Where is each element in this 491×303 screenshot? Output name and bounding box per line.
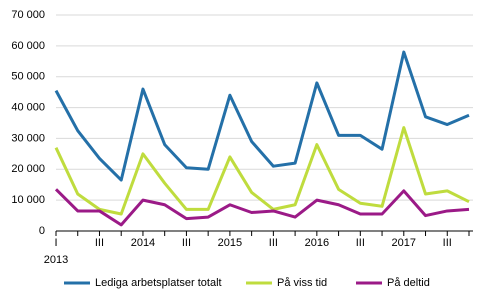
x-year-label: 2013 bbox=[44, 254, 68, 266]
y-tick-label: 20 000 bbox=[11, 163, 45, 175]
y-tick-label: 10 000 bbox=[11, 194, 45, 206]
series-line bbox=[54, 126, 470, 216]
x-tick-label: III bbox=[95, 237, 104, 249]
x-tick-label: III bbox=[443, 237, 452, 249]
y-tick-label: 40 000 bbox=[11, 101, 45, 113]
x-tick-label: III bbox=[356, 237, 365, 249]
x-tick-label: I bbox=[54, 237, 57, 249]
legend-label: På viss tid bbox=[277, 277, 327, 289]
x-tick-label: 2014 bbox=[131, 237, 155, 249]
legend-label: På deltid bbox=[387, 277, 430, 289]
y-tick-label: 30 000 bbox=[11, 132, 45, 144]
x-tick-label: 2015 bbox=[218, 237, 242, 249]
series-line bbox=[54, 50, 470, 182]
legend-label: Lediga arbetsplatser totalt bbox=[95, 277, 222, 289]
y-tick-label: 50 000 bbox=[11, 71, 45, 83]
y-tick-label: 60 000 bbox=[11, 40, 45, 52]
x-tick-label: 2016 bbox=[305, 237, 329, 249]
x-tick-label: III bbox=[182, 237, 191, 249]
y-tick-label: 70 000 bbox=[11, 9, 45, 21]
x-tick-label: 2017 bbox=[392, 237, 416, 249]
series-line bbox=[54, 188, 470, 227]
x-tick-label: III bbox=[269, 237, 278, 249]
y-tick-label: 0 bbox=[39, 225, 45, 237]
